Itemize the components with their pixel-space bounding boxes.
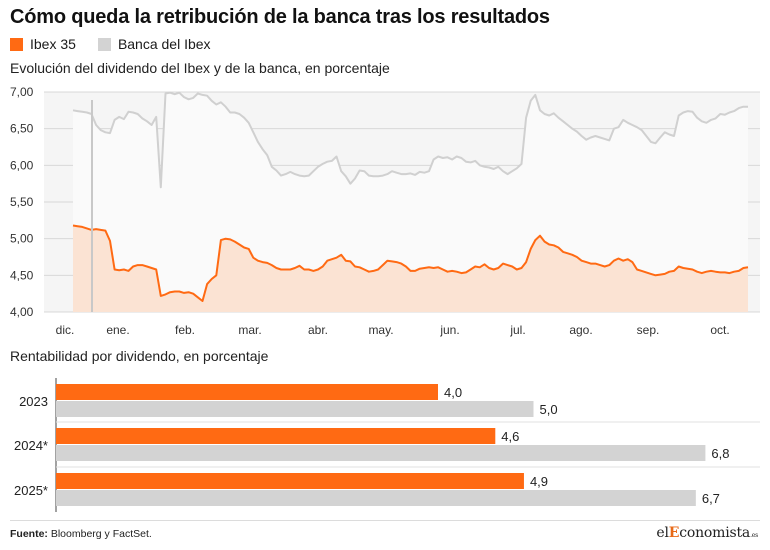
footer-divider — [10, 520, 760, 521]
legend: Ibex 35 Banca del Ibex — [10, 36, 233, 52]
bar-banca-del-ibex-2023 — [56, 401, 534, 417]
source-label: Fuente: — [10, 528, 48, 540]
category-label: 2024* — [14, 438, 48, 453]
x-tick-label: abr. — [308, 323, 328, 337]
x-tick-label: oct. — [710, 323, 729, 337]
bar-chart-subtitle: Rentabilidad por dividendo, en porcentaj… — [10, 348, 269, 364]
bar-chart: 2023 4,0 5,0 2024* 4,6 6,8 2025* 4,9 6,7 — [14, 378, 760, 512]
line-chart-subtitle: Evolución del dividendo del Ibex y de la… — [10, 60, 390, 76]
x-tick-label: ene. — [106, 323, 129, 337]
bar-value-label: 4,0 — [444, 385, 462, 400]
bar-value-label: 5,0 — [540, 402, 558, 417]
x-tick-label: mar. — [238, 323, 261, 337]
bar-banca-del-ibex-2025 — [56, 490, 696, 506]
eleconomista-logo: elEconomista.es — [656, 525, 758, 541]
chart-title: Cómo queda la retribución de la banca tr… — [10, 6, 550, 28]
y-tick-label: 5,50 — [10, 195, 34, 209]
source-note: Fuente: Bloomberg y FactSet. — [10, 528, 152, 540]
x-tick-label: jul. — [509, 323, 525, 337]
line-chart: 7,00 6,50 6,00 5,50 5,00 4,50 4,00 dic. ene. feb.… — [10, 85, 760, 337]
line-ibex-35 — [72, 224, 749, 302]
legend-item-banca: Banca del Ibex — [97, 36, 211, 52]
bar-ibex-35-2023 — [56, 384, 438, 400]
legend-swatch-ibex — [10, 37, 23, 51]
bar-value-label: 6,7 — [702, 491, 720, 506]
bar-ibex-35-2024 — [56, 428, 496, 444]
legend-label-ibex: Ibex 35 — [30, 36, 76, 52]
x-tick-label: jun. — [439, 323, 459, 337]
y-tick-label: 7,00 — [10, 85, 34, 99]
bar-banca-del-ibex-2024 — [56, 445, 706, 461]
x-tick-label: ago. — [569, 323, 592, 337]
x-tick-label: feb. — [175, 323, 195, 337]
y-tick-label: 6,50 — [10, 122, 34, 136]
y-tick-label: 4,00 — [10, 305, 34, 319]
x-tick-label: may. — [368, 323, 393, 337]
legend-item-ibex: Ibex 35 — [10, 36, 76, 52]
bar-value-label: 4,6 — [501, 429, 519, 444]
y-tick-label: 5,00 — [10, 232, 34, 246]
category-label: 2025* — [14, 483, 48, 498]
legend-swatch-banca — [97, 37, 111, 51]
bar-ibex-35-2025 — [56, 473, 524, 489]
legend-label-banca: Banca del Ibex — [117, 36, 211, 52]
source-text: Bloomberg y FactSet. — [50, 528, 152, 540]
line-banca-del-ibex — [72, 91, 748, 189]
x-tick-label: sep. — [637, 323, 660, 337]
y-tick-label: 4,50 — [10, 268, 34, 282]
x-tick-label: dic. — [56, 323, 75, 337]
y-tick-label: 6,00 — [10, 158, 34, 172]
category-label: 2023 — [19, 394, 48, 409]
bar-value-label: 6,8 — [711, 446, 729, 461]
bar-value-label: 4,9 — [530, 474, 548, 489]
